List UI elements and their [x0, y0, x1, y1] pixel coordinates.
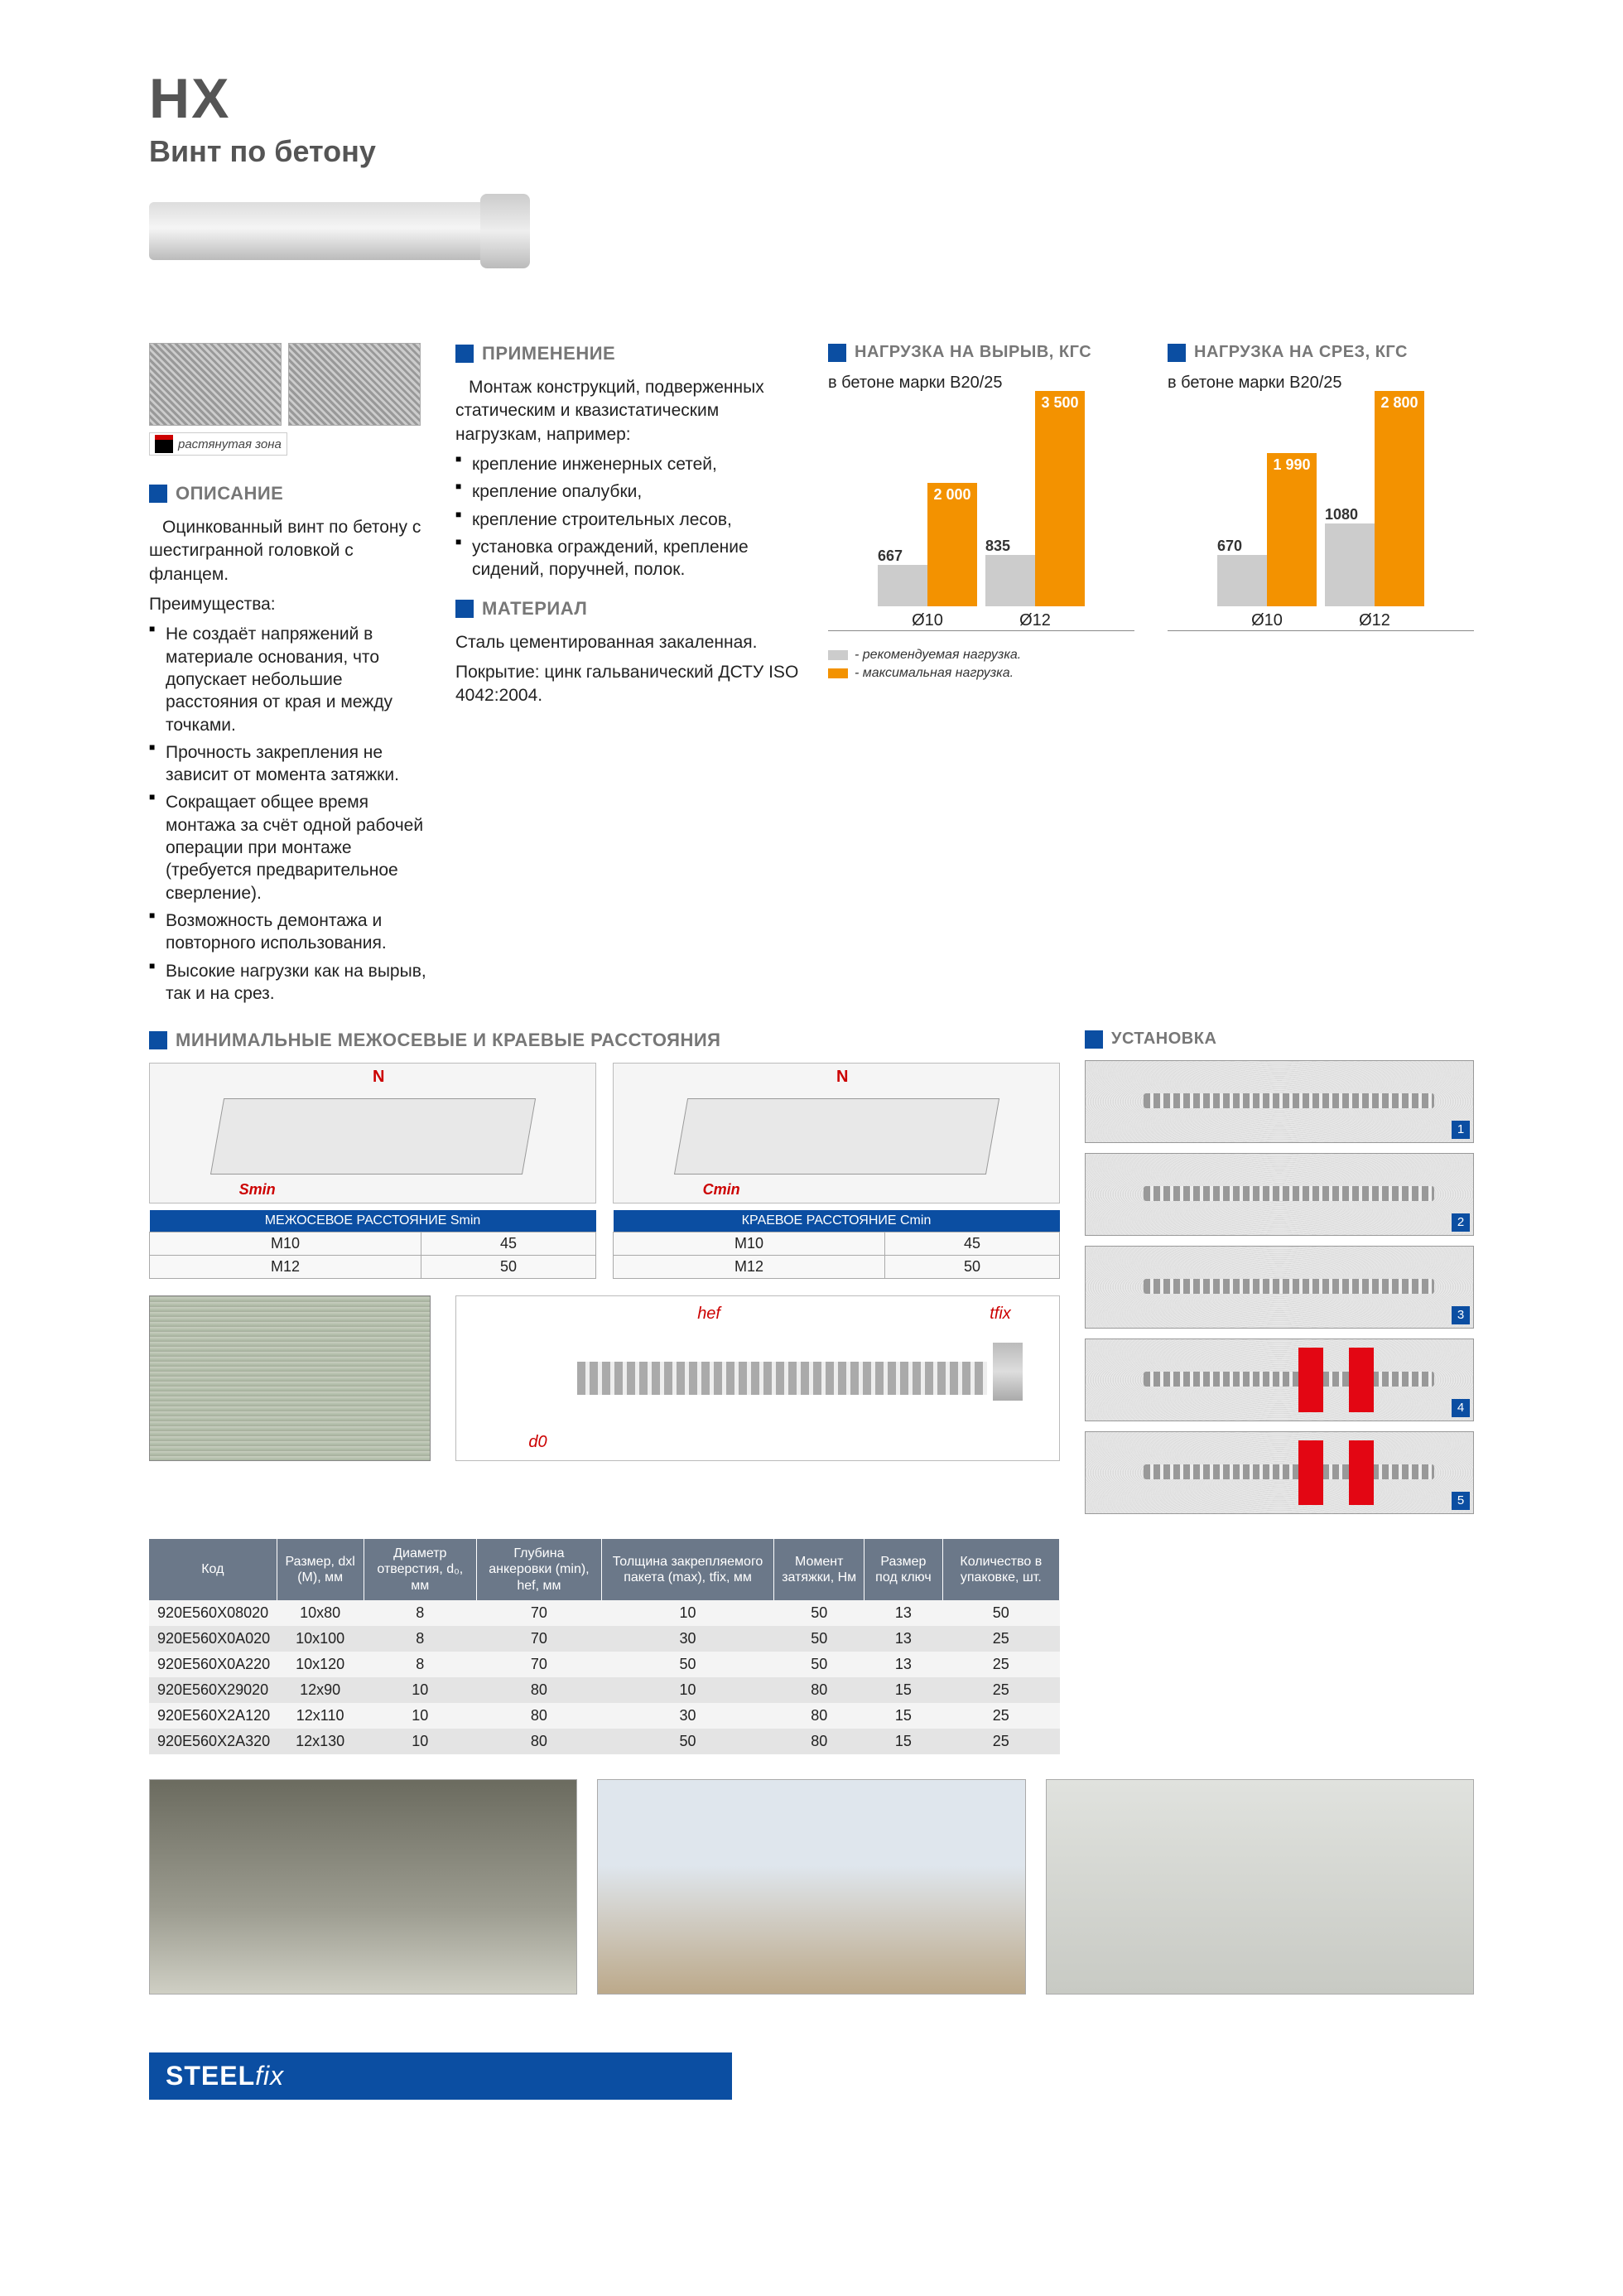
description-body: Оцинкованный винт по бетону с шестигранн… [149, 516, 431, 1005]
main-grid: растянутая зона ОПИСАНИЕ Оцинкованный ви… [149, 343, 1474, 1010]
advantage-item: Не создаёт напряжений в материале основа… [149, 623, 431, 736]
diagram-screw-head [993, 1343, 1023, 1401]
application-item: крепление инженерных сетей, [455, 453, 803, 475]
advantage-item: Прочность закрепления не зависит от моме… [149, 741, 431, 787]
clearance-diagrams: N Smin N Cmin [149, 1063, 1060, 1203]
product-close-photo [149, 1295, 431, 1461]
clearance-diagram-s: N Smin [149, 1063, 596, 1203]
product-hero-image [149, 202, 497, 260]
section-title-material: МАТЕРИАЛ [455, 598, 803, 620]
application-item: крепление строительных лесов, [455, 509, 803, 531]
advantages-heading: Преимущества: [149, 593, 431, 616]
chart-shear: НАГРУЗКА НА СРЕЗ, КГС в бетоне марки В20… [1168, 343, 1474, 631]
product-code: НХ [149, 66, 1474, 131]
install-column: УСТАНОВКА 1 2 3 4 5 [1085, 1030, 1474, 1524]
product-name: Винт по бетону [149, 134, 1474, 169]
clearance-diagram-c: N Cmin [613, 1063, 1060, 1203]
diagram-screw-body [577, 1362, 987, 1395]
thumb-image [149, 343, 282, 426]
clearance-tables: МЕЖОСЕВОЕ РАССТОЯНИЕ SminМ1045М1250КРАЕВ… [149, 1210, 1060, 1279]
chart-canvas: 6701 990Ø1010802 800Ø12 [1168, 399, 1474, 631]
install-steps: 1 2 3 4 5 [1085, 1060, 1474, 1514]
thumb-image [288, 343, 421, 426]
advantage-item: Сокращает общее время монтажа за счёт од… [149, 791, 431, 904]
chart-subtitle: в бетоне марки В20/25 [828, 374, 1134, 393]
material-line: Сталь цементированная закаленная. [455, 631, 803, 654]
photo-dim-row: hef d0 tfix [149, 1295, 1060, 1461]
legend-swatch-max [828, 668, 848, 678]
chart-legend: - рекомендуемая нагрузка. - максимальная… [828, 648, 1474, 681]
section-title-clearance: МИНИМАЛЬНЫЕ МЕЖОСЕВЫЕ И КРАЕВЫЕ РАССТОЯН… [149, 1030, 1060, 1051]
footer-brand-bar: STEELfix [149, 2052, 732, 2100]
gallery-image [149, 1779, 577, 1995]
section-title-description: ОПИСАНИЕ [149, 483, 431, 504]
clearance-table: МЕЖОСЕВОЕ РАССТОЯНИЕ SminМ1045М1250 [149, 1210, 596, 1279]
gallery-image [1046, 1779, 1474, 1995]
material-body: Сталь цементированная закаленная. Покрыт… [455, 631, 803, 708]
dimension-diagram: hef d0 tfix [455, 1295, 1060, 1461]
brand-logo: STEELfix [166, 2061, 284, 2091]
legend-label: - максимальная нагрузка. [855, 666, 1014, 681]
charts-row: НАГРУЗКА НА ВЫРЫВ, КГС в бетоне марки В2… [828, 343, 1474, 631]
middle-column: ПРИМЕНЕНИЕ Монтаж конструкций, подвержен… [455, 343, 803, 1010]
legend-row: - рекомендуемая нагрузка. [828, 648, 1474, 663]
advantage-item: Возможность демонтажа и повторного испол… [149, 909, 431, 955]
advantage-item: Высокие нагрузки как на вырыв, так и на … [149, 960, 431, 1006]
dim-label-d0: d0 [528, 1433, 547, 1452]
install-step: 2 [1085, 1153, 1474, 1236]
application-lead: Монтаж конструкций, подверженных статиче… [455, 376, 803, 446]
chart-pullout: НАГРУЗКА НА ВЫРЫВ, КГС в бетоне марки В2… [828, 343, 1134, 631]
gallery [149, 1779, 1474, 1995]
application-list: крепление инженерных сетей, крепление оп… [455, 453, 803, 581]
legend-swatch-rec [828, 650, 848, 660]
diagram-label-n: N [836, 1068, 848, 1087]
section-title-install: УСТАНОВКА [1085, 1030, 1474, 1049]
description-lead: Оцинкованный винт по бетону с шестигранн… [149, 516, 431, 586]
page-header: НХ Винт по бетону [149, 66, 1474, 169]
gallery-image [597, 1779, 1025, 1995]
legend-label: - рекомендуемая нагрузка. [855, 648, 1021, 663]
install-step: 3 [1085, 1246, 1474, 1329]
install-step: 4 [1085, 1339, 1474, 1421]
dim-label-tfix: tfix [990, 1305, 1011, 1324]
clearance-table: КРАЕВОЕ РАССТОЯНИЕ CminМ1045М1250 [613, 1210, 1060, 1279]
thumb-pair [149, 343, 431, 426]
chart-title: НАГРУЗКА НА СРЕЗ, КГС [1168, 343, 1474, 362]
right-column: НАГРУЗКА НА ВЫРЫВ, КГС в бетоне марки В2… [828, 343, 1474, 1010]
application-item: установка ограждений, крепление сидений,… [455, 536, 803, 581]
thumb-caption: растянутая зона [149, 432, 287, 456]
chart-canvas: 6672 000Ø108353 500Ø12 [828, 399, 1134, 631]
mid-row: МИНИМАЛЬНЫЕ МЕЖОСЕВЫЕ И КРАЕВЫЕ РАССТОЯН… [149, 1030, 1474, 1524]
application-item: крепление опалубки, [455, 480, 803, 503]
material-line: Покрытие: цинк гальванический ДСТУ ISO 4… [455, 661, 803, 708]
chart-subtitle: в бетоне марки В20/25 [1168, 374, 1474, 393]
left-column: растянутая зона ОПИСАНИЕ Оцинкованный ви… [149, 343, 431, 1010]
spec-row: КодРазмер, dxl (M), ммДиаметр отверстия,… [149, 1539, 1474, 1754]
diagram-label-n: N [373, 1068, 384, 1087]
legend-row: - максимальная нагрузка. [828, 666, 1474, 681]
section-title-application: ПРИМЕНЕНИЕ [455, 343, 803, 364]
install-step: 1 [1085, 1060, 1474, 1143]
dim-label-hef: hef [697, 1305, 720, 1324]
chart-title: НАГРУЗКА НА ВЫРЫВ, КГС [828, 343, 1134, 362]
install-step: 5 [1085, 1431, 1474, 1514]
diagram-label-c: Cmin [703, 1181, 740, 1199]
clearance-block: МИНИМАЛЬНЫЕ МЕЖОСЕВЫЕ И КРАЕВЫЕ РАССТОЯН… [149, 1030, 1060, 1524]
spec-table: КодРазмер, dxl (M), ммДиаметр отверстия,… [149, 1539, 1060, 1754]
brand-main: STEEL [166, 2061, 255, 2091]
application-body: Монтаж конструкций, подверженных статиче… [455, 376, 803, 581]
brand-suffix: fix [255, 2061, 284, 2091]
diagram-label-s: Smin [239, 1181, 276, 1199]
advantages-list: Не создаёт напряжений в материале основа… [149, 623, 431, 1005]
